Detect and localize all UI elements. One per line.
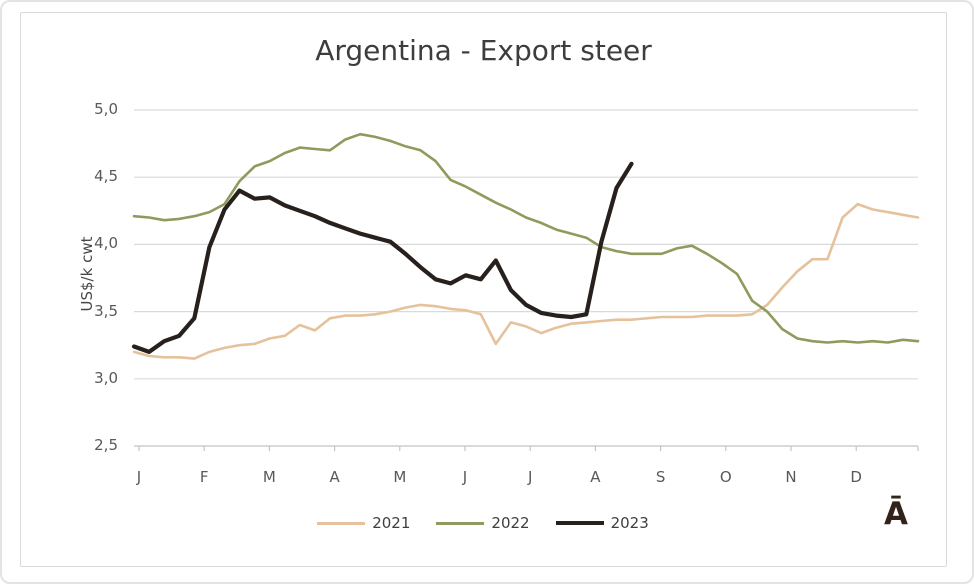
x-tick-label: A	[329, 468, 340, 486]
legend-label: 2023	[610, 514, 649, 532]
y-tick-label: 2,5	[94, 436, 118, 454]
legend-item-2022: 2022	[436, 514, 530, 532]
legend-item-2023: 2023	[555, 514, 649, 532]
x-tick-label: J	[462, 468, 468, 486]
x-tick-label: M	[262, 468, 276, 486]
y-tick-label: 4,5	[94, 167, 118, 186]
legend-label: 2021	[372, 514, 411, 532]
chart-frame	[20, 12, 947, 567]
x-tick-label: M	[393, 468, 407, 486]
legend-line-swatch-2022	[436, 521, 485, 525]
corner-watermark-glyph: Ā	[884, 496, 908, 532]
x-tick-label: N	[785, 468, 797, 486]
x-tick-label: D	[850, 468, 862, 486]
legend-label: 2022	[491, 514, 530, 532]
chart-title: Argentina - Export steer	[315, 34, 652, 67]
x-tick-label: O	[719, 468, 732, 486]
legend-item-2021: 2021	[317, 514, 410, 532]
x-tick-label: S	[655, 468, 666, 486]
x-tick-label: A	[590, 468, 601, 486]
y-tick-label: 3,0	[94, 368, 118, 387]
y-tick-label: 3,5	[94, 301, 118, 320]
legend-line-swatch-2021	[317, 521, 366, 525]
y-tick-label: 5,0	[94, 100, 118, 118]
x-tick-label: F	[199, 468, 209, 486]
y-tick-label: 4,0	[94, 234, 118, 253]
legend-line-swatch-2023	[555, 521, 604, 525]
chart-legend: 2021 2022 2023	[2, 514, 964, 532]
x-tick-label: J	[527, 468, 533, 486]
x-tick-label: J	[136, 468, 142, 486]
